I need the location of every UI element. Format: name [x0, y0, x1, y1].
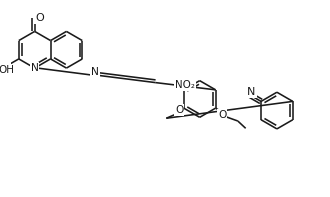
Text: O: O	[175, 105, 183, 115]
Text: O: O	[35, 13, 44, 23]
Text: N: N	[91, 67, 99, 77]
Text: OH: OH	[0, 65, 14, 74]
Text: O: O	[218, 110, 226, 120]
Text: N: N	[247, 87, 256, 97]
Text: N: N	[31, 63, 39, 73]
Text: NO₂: NO₂	[175, 80, 195, 90]
